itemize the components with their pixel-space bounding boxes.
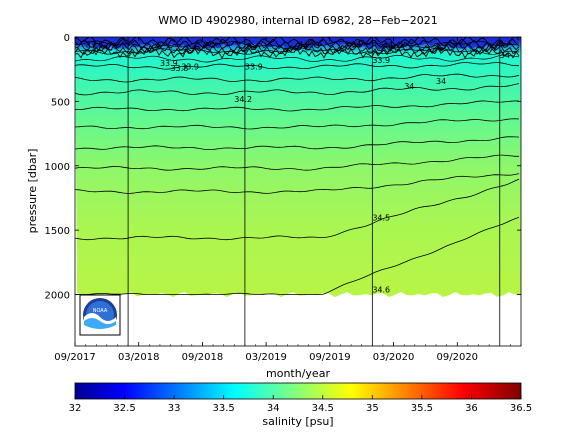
- contour-line: [75, 73, 520, 83]
- contour-line: [75, 118, 520, 130]
- contour-line: [75, 178, 520, 241]
- x-tick-label: 03/2019: [245, 352, 287, 363]
- contour-label: 34: [404, 82, 414, 91]
- x-tick-label: 03/2018: [118, 352, 160, 363]
- colorbar-tick-label: 36.5: [510, 403, 532, 414]
- contour-line: [75, 62, 520, 70]
- contour-label: 34.6: [372, 285, 390, 294]
- x-axis: 09/2017 03/2018 09/2018 03/2019 09/2019 03/20…: [54, 37, 522, 363]
- salinity-field: [75, 37, 521, 298]
- contour-label: 33.9: [245, 63, 263, 72]
- contour-label: 33.5: [86, 41, 104, 50]
- y-tick-label: 1000: [45, 162, 70, 173]
- contour-line: [75, 216, 520, 295]
- profile-markers: [127, 37, 501, 346]
- contour-labels: 33.533.9 33.933.8 33.934 3433.93434343434.2…: [86, 41, 510, 295]
- contour-label: 34.2: [234, 95, 252, 104]
- colorbar-label: salinity [psu]: [262, 415, 333, 428]
- colorbar-tick-label: 33: [168, 403, 181, 414]
- y-tick-label: 0: [64, 33, 70, 44]
- colorbar-tick-label: 33.5: [213, 403, 235, 414]
- chart-title: WMO ID 4902980, internal ID 6982, 28−Feb…: [158, 14, 438, 27]
- contour-label: 33.9: [181, 63, 199, 72]
- contour-label: 34: [500, 51, 510, 60]
- contour-line: [75, 47, 520, 59]
- colorbar-tick-label: 32.5: [113, 403, 135, 414]
- x-tick-label: 09/2020: [437, 352, 479, 363]
- plot-area: 33.533.9 33.933.8 33.934 3433.93434343434.2…: [75, 37, 521, 346]
- colorbar-tick-label: 34: [267, 403, 280, 414]
- colorbar-tick-label: 35: [366, 403, 379, 414]
- y-axis-label: pressure [dbar]: [26, 149, 39, 234]
- contour-line: [75, 154, 519, 171]
- contour-line: [75, 100, 520, 112]
- contour-line: [75, 54, 520, 63]
- noaa-logo: NOAA: [79, 294, 121, 336]
- contour-label: 34: [383, 41, 393, 50]
- x-tick-label: 09/2019: [309, 352, 351, 363]
- contour-line: [75, 37, 520, 47]
- colorbar-ticks: 32 32.5 33 33.5 34 34.5 35 35.5 36 36.5: [69, 395, 532, 414]
- contour-label: 34.5: [372, 213, 390, 222]
- contour-line: [75, 136, 520, 150]
- y-tick-label: 2000: [45, 291, 70, 302]
- contour-line: [75, 173, 520, 194]
- contour-label: 33.9: [160, 59, 178, 68]
- contour-label: 33.8: [171, 64, 189, 73]
- contour-lines: [75, 37, 520, 295]
- contour-label: 33.9: [372, 56, 390, 65]
- y-axis: 0 500 1000 1500 2000: [45, 33, 521, 302]
- x-tick-label: 03/2020: [373, 352, 415, 363]
- colorbar-tick-label: 34.5: [312, 403, 334, 414]
- colorbar-tick-label: 35.5: [411, 403, 433, 414]
- x-tick-label: 09/2017: [54, 352, 96, 363]
- contour-label: 34: [436, 77, 446, 86]
- y-tick-label: 500: [51, 97, 70, 108]
- colorbar: [74, 382, 522, 400]
- contour-label: 34: [351, 41, 361, 50]
- colorbar-tick-label: 36: [465, 403, 478, 414]
- contour-label: 34: [298, 41, 308, 50]
- contour-line: [75, 44, 520, 55]
- y-tick-label: 1500: [45, 226, 70, 237]
- colorbar-tick-label: 32: [69, 403, 82, 414]
- x-axis-label: month/year: [266, 367, 330, 380]
- svg-text:NOAA: NOAA: [93, 308, 108, 314]
- x-tick-label: 09/2018: [182, 352, 224, 363]
- contour-line: [75, 83, 520, 96]
